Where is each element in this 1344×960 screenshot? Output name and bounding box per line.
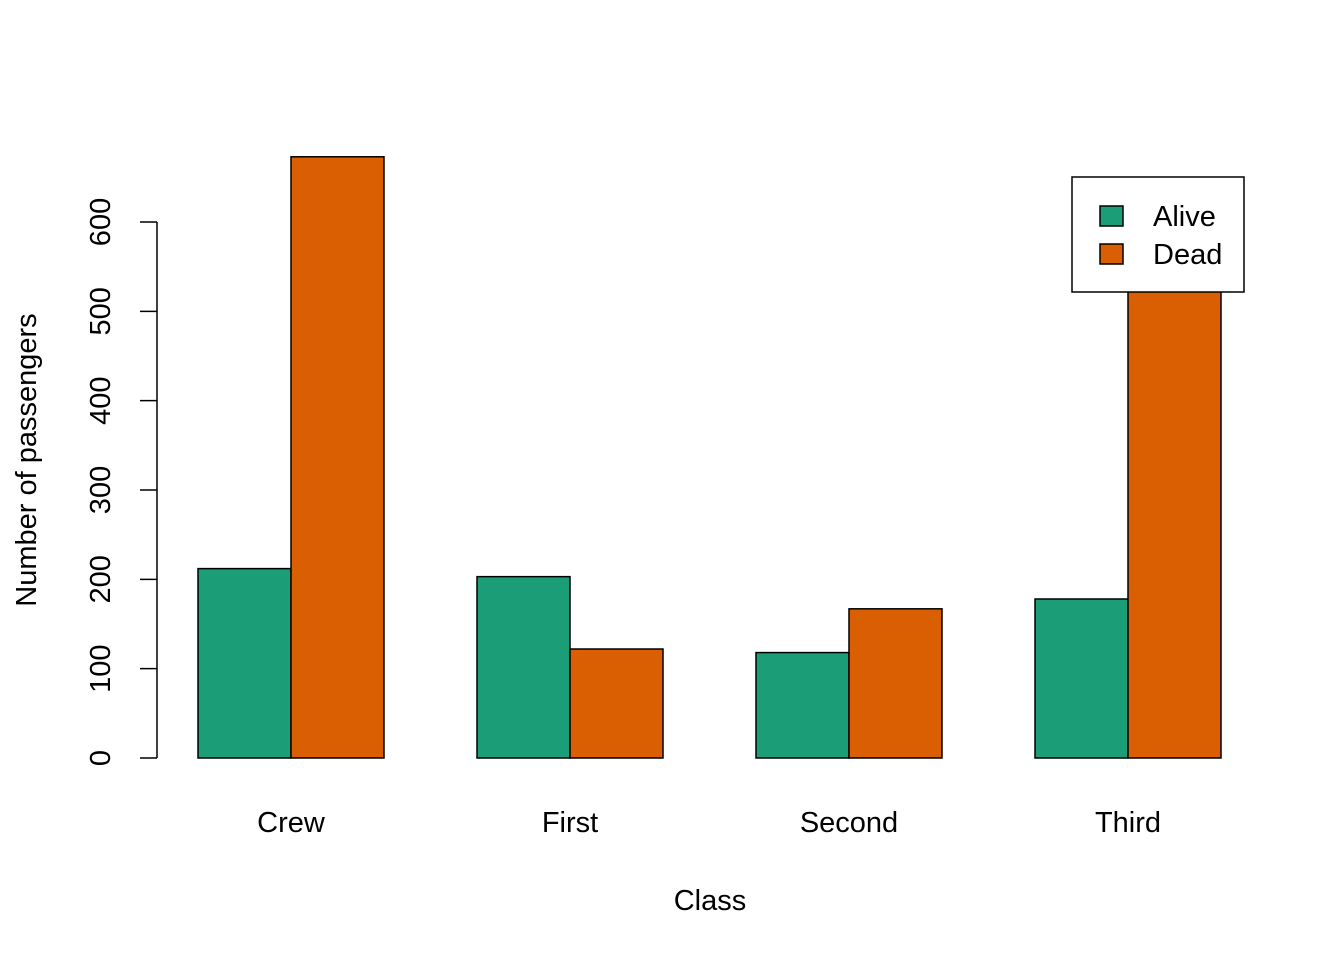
bar-crew-alive	[197, 567, 292, 759]
bars-group	[197, 156, 1222, 759]
legend-label-dead: Dead	[1153, 239, 1222, 271]
x-axis-labels: Crew First Second Third	[257, 807, 1161, 839]
y-tick-label: 100	[85, 644, 117, 692]
legend-swatch-dead	[1099, 243, 1124, 265]
y-tick-label: 500	[85, 287, 117, 335]
y-tick-label: 400	[85, 376, 117, 424]
bar-third-dead	[1127, 285, 1222, 759]
bar-third-alive	[1034, 598, 1129, 759]
bar-second-dead	[848, 608, 943, 759]
legend-label-alive: Alive	[1153, 201, 1216, 233]
bar-first-dead	[569, 648, 664, 759]
bar-crew-dead	[290, 156, 385, 759]
y-tick-label: 0	[85, 750, 117, 766]
y-tick-label: 300	[85, 466, 117, 514]
x-tick-label: Crew	[257, 807, 326, 839]
y-axis: 0 100 200 300 400 500 600	[85, 198, 158, 766]
x-tick-label: Second	[800, 807, 898, 839]
legend: Alive Dead	[1071, 176, 1245, 293]
bar-first-alive	[476, 575, 571, 759]
x-tick-label: Third	[1095, 807, 1161, 839]
x-axis-title: Class	[674, 885, 747, 917]
legend-box	[1071, 176, 1245, 293]
bar-second-alive	[755, 651, 850, 759]
x-tick-label: First	[542, 807, 598, 839]
legend-swatch-alive	[1099, 205, 1124, 227]
y-tick-label: 600	[85, 198, 117, 246]
y-axis-title: Number of passengers	[11, 313, 43, 606]
y-tick-label: 200	[85, 555, 117, 603]
